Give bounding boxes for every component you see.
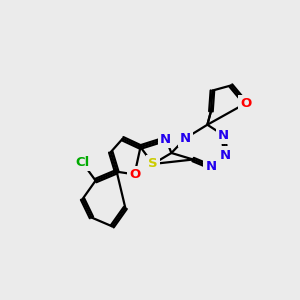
Text: O: O [240,97,251,110]
Text: O: O [129,168,140,181]
Text: S: S [148,158,158,170]
Text: N: N [180,132,191,145]
Text: N: N [220,148,231,162]
Text: N: N [206,160,217,173]
Text: N: N [218,129,229,142]
Text: N: N [160,133,171,146]
Text: Cl: Cl [75,156,90,169]
